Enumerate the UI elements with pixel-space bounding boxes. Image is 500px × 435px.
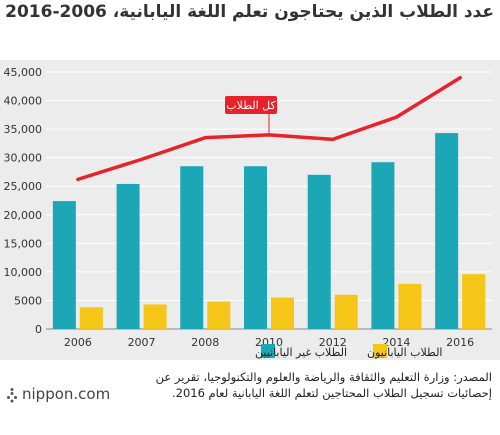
y-tick-label: 40,000 (4, 95, 43, 108)
bar-non-japanese (244, 166, 267, 329)
bar-japanese (79, 307, 103, 329)
y-tick-label: 25,000 (4, 180, 43, 193)
legend-label-japanese: الطلاب اليابانيون (367, 346, 442, 359)
logo-text: nippon.com (22, 385, 111, 403)
y-tick-label: 0 (35, 323, 42, 336)
y-tick-label: 5000 (14, 294, 42, 307)
bar-non-japanese (435, 133, 459, 329)
y-tick-label: 15,000 (4, 237, 43, 250)
line-callout-box (225, 96, 277, 114)
bar-japanese (334, 294, 358, 329)
chart-area: 0 5000 10,000 15,000 20,000 25,000 30,000 35,00… (0, 60, 500, 360)
bar-line-chart: 0 5000 10,000 15,000 20,000 25,000 30,000 35,00… (4, 66, 492, 359)
chart-title: عدد الطلاب الذين يحتاجون تعلم اللغة اليا… (5, 2, 494, 22)
x-tick-label: 2012 (319, 336, 347, 349)
bar-non-japanese (116, 183, 140, 329)
y-tick-label: 35,000 (4, 123, 43, 136)
bar-japanese (207, 301, 231, 329)
bar-non-japanese (371, 162, 395, 329)
x-tick-label: 2006 (64, 336, 92, 349)
line-callout-label: كل الطلاب (226, 99, 276, 112)
bar-japanese (462, 274, 486, 329)
legend-swatch-japanese (373, 344, 387, 358)
y-tick-label: 45,000 (4, 66, 43, 79)
bar-japanese (398, 283, 422, 329)
x-tick-label: 2007 (128, 336, 156, 349)
nippon-logo: nippon.com (6, 385, 110, 403)
legend-swatch-non-japanese (261, 344, 275, 358)
x-tick-label: 2008 (191, 336, 219, 349)
x-tick-label: 2016 (446, 336, 474, 349)
source-note: المصدر: وزارة التعليم والثقافة والرياضة … (155, 370, 492, 400)
bar-non-japanese (52, 201, 76, 329)
bar-non-japanese (307, 174, 331, 329)
y-tick-label: 20,000 (4, 209, 43, 222)
bar-japanese (143, 304, 167, 329)
logo-dots-icon (7, 387, 17, 402)
y-tick-label: 10,000 (4, 266, 43, 279)
bar-japanese (271, 297, 294, 329)
x-tick-label: 2014 (382, 336, 410, 349)
legend-label-non-japanese: الطلاب غير اليابانيين (255, 346, 347, 359)
bar-non-japanese (180, 166, 204, 329)
y-tick-label: 30,000 (4, 152, 43, 165)
